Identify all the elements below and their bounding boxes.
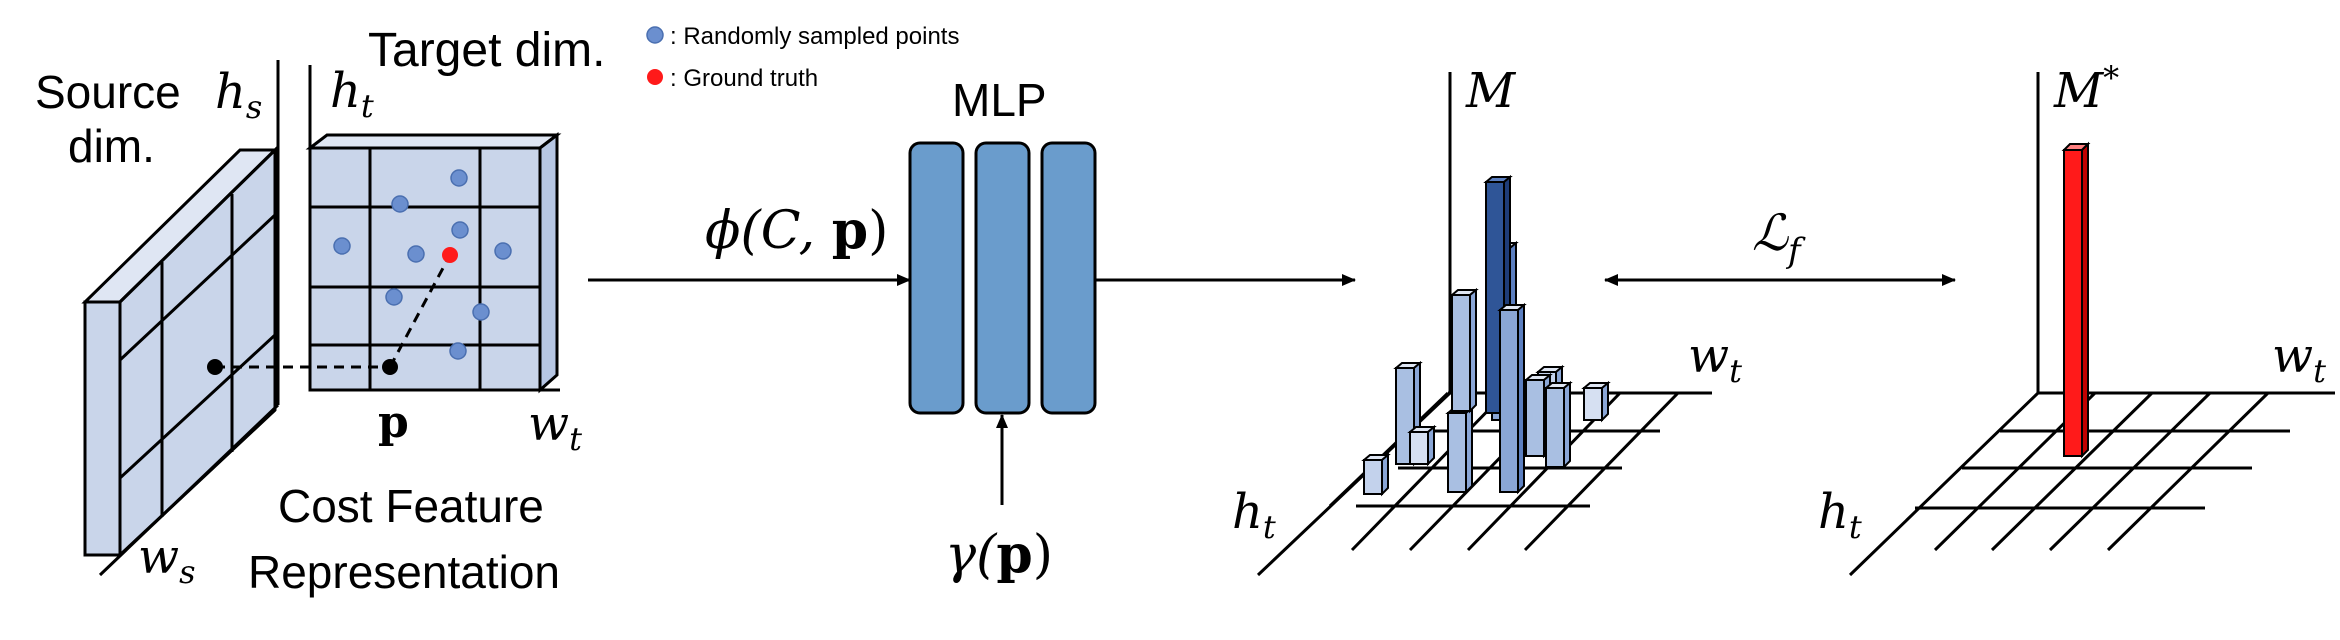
sampled-point — [472, 303, 490, 321]
legend-item-sampled: : Randomly sampled points — [670, 23, 959, 50]
query-point — [382, 359, 398, 375]
pred-bar — [1581, 380, 1611, 423]
sampled-point — [407, 245, 425, 263]
pred-bar — [1407, 424, 1437, 467]
gt-bar — [2061, 141, 2091, 459]
legend-item-gt: : Ground truth — [670, 65, 818, 92]
pred-bars — [1361, 174, 1611, 497]
pred-h-label: ht — [1232, 484, 1276, 546]
loss-label: ℒf — [1752, 204, 1806, 271]
target-title: Target dim. — [368, 24, 605, 77]
mlp-block: ϕ(C, p) MLP γ(p) — [588, 74, 1356, 585]
source-title-line2: dim. — [68, 120, 155, 172]
source-w-axis — [98, 403, 280, 577]
sampled-point — [449, 342, 467, 360]
pred-w-label: wt — [1688, 328, 1742, 390]
mlp-title: MLP — [952, 74, 1047, 126]
sampled-point — [450, 169, 468, 187]
sampled-point — [494, 242, 512, 260]
legend: : Randomly sampled points : Ground truth — [646, 23, 959, 92]
gt-offset-line — [388, 254, 452, 368]
pred-bar — [1393, 360, 1423, 467]
gt-h-label: ht — [1818, 484, 1862, 546]
source-point — [207, 359, 223, 375]
legend-marker-gt — [647, 69, 663, 85]
target-feature-grid — [308, 146, 542, 392]
gt-label: M* — [2053, 59, 2119, 119]
pred-label: M — [1465, 63, 1517, 119]
mlp-layer — [974, 141, 1031, 415]
source-h-label: hs — [215, 64, 262, 126]
loss-link: ℒf — [1604, 204, 1956, 286]
sampled-point — [385, 288, 403, 306]
sampled-point — [391, 195, 409, 213]
pred-bar — [1361, 452, 1391, 497]
source-title-line1: Source — [35, 66, 181, 118]
ground-truth-point — [442, 247, 458, 263]
pred-bar — [1449, 287, 1479, 414]
gt-depth-axis — [1848, 391, 2040, 577]
mlp-layer — [1040, 141, 1097, 415]
target-caption-line2: Representation — [248, 546, 560, 598]
source-panel: Source dim. hs ws — [35, 60, 280, 591]
predicted-matching-panel: M wt ht — [1232, 63, 1742, 577]
target-caption-line1: Cost Feature — [278, 480, 544, 532]
mlp-input-label: ϕ(C, p) — [705, 200, 888, 261]
gt-grid-floor — [1915, 391, 2335, 552]
query-point-label: p — [378, 397, 409, 448]
source-w-label: ws — [138, 529, 196, 591]
target-w-label: wt — [528, 396, 582, 458]
sampled-points — [333, 169, 512, 360]
mlp-pe-label: γ(p) — [945, 524, 1053, 585]
gt-matching-panel: M* wt ht — [1818, 59, 2335, 577]
gt-w-label: wt — [2272, 328, 2326, 390]
target-h-label: ht — [330, 63, 374, 125]
pred-bar — [1497, 302, 1527, 495]
legend-marker-sampled — [646, 26, 664, 44]
pred-bar — [1543, 380, 1573, 470]
sampled-point — [451, 221, 469, 239]
mlp-layer — [908, 141, 965, 415]
target-panel: p Target dim. ht wt Cost Feature Represe… — [207, 24, 605, 598]
sampled-point — [333, 237, 351, 255]
pred-bar — [1445, 405, 1475, 495]
